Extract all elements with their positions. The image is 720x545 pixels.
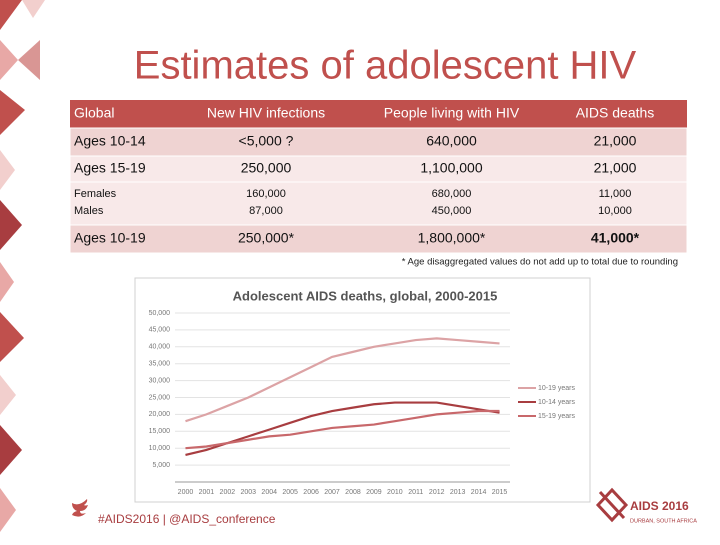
table-cell: 11,000 xyxy=(599,188,632,200)
y-tick-label: 20,000 xyxy=(149,411,171,418)
table-cell: 640,000 xyxy=(426,133,477,149)
y-tick-label: 5,000 xyxy=(152,462,170,469)
y-tick-label: 45,000 xyxy=(149,327,171,334)
x-tick-label: 2012 xyxy=(429,489,445,496)
y-tick-label: 15,000 xyxy=(149,428,171,435)
table-cell: 87,000 xyxy=(249,205,283,217)
table-cell: Ages 15-19 xyxy=(74,160,146,176)
y-tick-label: 50,000 xyxy=(149,310,171,317)
table-cell: 450,000 xyxy=(432,205,472,217)
slide-title: Estimates of adolescent HIV xyxy=(134,44,637,88)
x-tick-label: 2007 xyxy=(324,489,340,496)
table-cell: 250,000 xyxy=(241,160,292,176)
table-cell: 680,000 xyxy=(432,188,472,200)
legend-label: 10-14 years xyxy=(538,399,575,406)
y-tick-label: 30,000 xyxy=(149,377,171,384)
series-line xyxy=(185,401,500,457)
x-tick-label: 2003 xyxy=(240,489,256,496)
table-cell: <5,000 ? xyxy=(239,133,294,149)
table-header-bg xyxy=(70,100,687,128)
x-tick-label: 2011 xyxy=(408,489,423,496)
table-header-cell: Global xyxy=(74,105,114,121)
table-cell: 250,000* xyxy=(238,230,295,246)
logo-text: AIDS 2016 xyxy=(630,499,689,513)
x-tick-label: 2001 xyxy=(199,489,215,496)
table-cell: Males xyxy=(74,205,104,217)
y-tick-label: 25,000 xyxy=(149,394,171,401)
twitter-icon xyxy=(72,499,88,517)
table-cell: 1,100,000 xyxy=(420,160,482,176)
table-header-cell: AIDS deaths xyxy=(576,105,655,121)
x-tick-label: 2008 xyxy=(345,489,361,496)
table-cell: 21,000 xyxy=(594,160,637,176)
table-note: * Age disaggregated values do not add up… xyxy=(402,257,678,268)
x-tick-label: 2015 xyxy=(492,489,508,496)
y-tick-label: 10,000 xyxy=(149,445,171,452)
table-row-bg xyxy=(69,155,688,183)
x-tick-label: 2013 xyxy=(450,489,466,496)
x-tick-label: 2009 xyxy=(366,489,382,496)
table-cell: 160,000 xyxy=(246,188,286,200)
left-pattern xyxy=(0,0,45,532)
table-cell: Ages 10-19 xyxy=(74,230,146,246)
legend-label: 15-19 years xyxy=(538,413,575,420)
legend-label: 10-19 years xyxy=(538,385,575,392)
table-cell: 41,000* xyxy=(591,230,640,246)
logo-mark xyxy=(595,487,629,523)
chart-title: Adolescent AIDS deaths, global, 2000-201… xyxy=(233,288,498,303)
x-tick-label: 2010 xyxy=(387,489,403,496)
table-header-cell: People living with HIV xyxy=(384,105,520,121)
table-row-bg xyxy=(69,224,688,254)
table-header-cell: New HIV infections xyxy=(207,105,325,121)
table-cell: 21,000 xyxy=(594,133,637,149)
x-tick-label: 2006 xyxy=(303,489,319,496)
y-tick-label: 40,000 xyxy=(149,344,171,351)
series-line xyxy=(185,409,500,450)
table-row-bg xyxy=(69,127,688,157)
x-tick-label: 2004 xyxy=(261,489,277,496)
y-tick-label: 35,000 xyxy=(149,361,171,368)
chart-frame xyxy=(134,277,591,503)
logo-subtext: DURBAN, SOUTH AFRICA xyxy=(630,518,697,524)
table-cell: Ages 10-14 xyxy=(74,133,146,149)
table-cell: Females xyxy=(74,188,117,200)
x-tick-label: 2002 xyxy=(220,489,236,496)
table: Global New HIV infections People living wi… xyxy=(69,100,688,254)
chart: 5,000 10,000 15,000 20,000 25,000 30,000 35,00… xyxy=(149,310,576,496)
footer-hashtag: #AIDS2016 | @AIDS_conference xyxy=(98,512,276,526)
x-tick-label: 2014 xyxy=(471,489,487,496)
series-line xyxy=(185,337,500,423)
table-cell: 1,800,000* xyxy=(418,230,486,246)
table-cell: 10,000 xyxy=(598,205,632,217)
table-row-bg xyxy=(69,181,688,226)
x-tick-label: 2005 xyxy=(282,489,298,496)
x-tick-label: 2000 xyxy=(178,489,194,496)
